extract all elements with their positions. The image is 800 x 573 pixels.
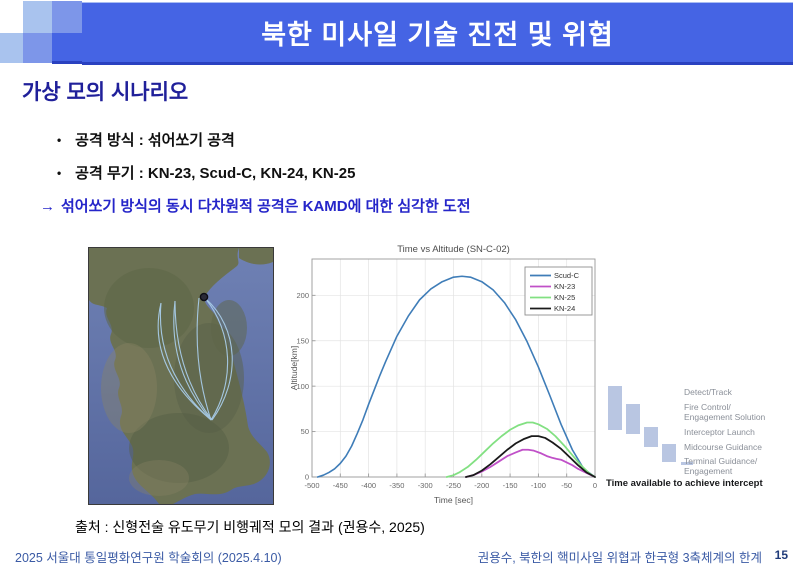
series-line-kn-23 — [465, 448, 596, 478]
chart-title: Time vs Altitude (SN-C-02) — [397, 244, 510, 255]
y-tick-label: 50 — [301, 427, 309, 436]
timeline-bar-midcourse — [662, 444, 676, 462]
footer-paper-title: 권용수, 북한의 핵미사일 위협과 한국형 3축체계의 한계 — [477, 551, 762, 565]
trajectory-line — [159, 302, 212, 421]
timeline-bar-terminal — [681, 462, 693, 465]
x-tick-label: -400 — [361, 481, 376, 490]
x-tick-label: -150 — [503, 481, 518, 490]
decorative-square — [52, 1, 82, 33]
bullet-item: • 공격 무기 : KN-23, Scud-C, KN-24, KN-25 — [57, 162, 355, 183]
altitude-time-chart: -500 -450 -400 -350 -300 -250 -200 -150 -100 -50 0… — [289, 238, 608, 510]
bullet-text: 공격 무기 : KN-23, Scud-C, KN-24, KN-25 — [75, 165, 356, 182]
x-tick-label: -200 — [474, 481, 489, 490]
slide-title: 북한 미사일 기술 진전 및 위협 — [261, 20, 614, 50]
phase-label-terminal: Terminal Guidance/ Engagement — [684, 456, 758, 476]
trajectory-line — [196, 297, 212, 421]
timeline-bar-interceptor-launch — [644, 427, 658, 447]
decorative-square — [23, 1, 52, 33]
page-number: 15 — [774, 548, 788, 562]
series-line-scud-c — [316, 275, 596, 478]
legend-label-kn-25: KN-25 — [554, 293, 575, 302]
series-line-kn-24 — [465, 435, 596, 478]
map-terrain — [101, 343, 157, 433]
timeline-bar-fire-control — [626, 404, 640, 434]
legend-label-kn-23: KN-23 — [554, 282, 575, 291]
phase-label-interceptor-launch: Interceptor Launch — [684, 427, 755, 437]
footer-conference: 2025 서울대 통일평화연구원 학술회의 (2025.4.10) — [15, 551, 282, 565]
map-landmass-ne — [239, 248, 273, 265]
x-tick-label: -450 — [333, 481, 348, 490]
phase-label-fire-control: Fire Control/ Engagement Solution — [684, 402, 766, 422]
timeline-bar-detect — [608, 386, 622, 430]
trajectory-line — [204, 297, 233, 421]
timeline-caption: Time available to achieve intercept — [606, 478, 763, 489]
map-terrain — [211, 300, 247, 356]
x-axis-label: Time [sec] — [434, 495, 473, 505]
x-tick-label: -350 — [389, 481, 404, 490]
map-graphic — [89, 248, 273, 504]
title-banner: 북한 미사일 기술 진전 및 위협 — [82, 2, 793, 65]
trajectory-line — [173, 300, 212, 421]
legend-label-kn-24: KN-24 — [554, 304, 575, 313]
phase-label-midcourse: Midcourse Guidance — [684, 442, 762, 452]
conclusion-line: → 섞어쏘기 방식의 동시 다차원적 공격은 KAMD에 대한 심각한 도전 — [40, 195, 471, 216]
y-tick-label: 200 — [296, 291, 309, 300]
trajectory-line — [204, 297, 229, 421]
trajectory-line — [174, 300, 213, 421]
y-axis-label: Altitude[km] — [290, 346, 299, 390]
decorative-square — [0, 33, 23, 63]
section-heading: 가상 모의 시나리오 — [22, 81, 189, 104]
chart-canvas: -500 -450 -400 -350 -300 -250 -200 -150 -100 -50 0… — [289, 244, 597, 505]
source-citation: 출처 : 신형전술 유도무기 비행궤적 모의 결과 (권용수, 2025) — [75, 519, 425, 535]
satellite-map — [88, 247, 274, 505]
bullet-text: 공격 방식 : 섞어쏘기 공격 — [75, 132, 235, 149]
decorative-square — [23, 33, 52, 63]
y-tick-label: 150 — [296, 336, 309, 345]
bullet-marker: • — [57, 166, 62, 180]
trajectory-group — [157, 297, 233, 421]
x-tick-label: -250 — [446, 481, 461, 490]
conclusion-text: 섞어쏘기 방식의 동시 다차원적 공격은 KAMD에 대한 심각한 도전 — [61, 198, 471, 215]
launch-point-marker — [199, 292, 209, 302]
y-tick-label: 100 — [296, 382, 309, 391]
map-terrain — [129, 460, 189, 496]
x-tick-label: -300 — [418, 481, 433, 490]
map-terrain — [104, 268, 194, 348]
x-tick-label: -100 — [531, 481, 546, 490]
y-tick-label: 0 — [305, 473, 309, 482]
bullet-marker: • — [57, 133, 62, 147]
series-line-kn-25 — [445, 421, 596, 478]
x-tick-label: -50 — [561, 481, 572, 490]
phase-label-detect: Detect/Track — [684, 387, 732, 397]
arrow-icon: → — [40, 198, 55, 215]
trajectory-line — [157, 302, 211, 420]
decorative-square — [52, 33, 82, 64]
x-tick-label: -500 — [304, 481, 319, 490]
legend-label-scud-c: Scud-C — [554, 271, 580, 280]
map-terrain — [129, 413, 229, 483]
bullet-item: • 공격 방식 : 섞어쏘기 공격 — [57, 129, 235, 150]
x-tick-label: 0 — [593, 481, 597, 490]
